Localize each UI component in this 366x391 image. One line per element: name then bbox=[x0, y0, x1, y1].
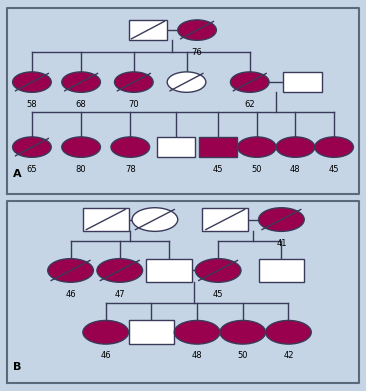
Circle shape bbox=[111, 137, 150, 157]
Text: 45: 45 bbox=[213, 165, 223, 174]
Circle shape bbox=[97, 258, 143, 282]
Circle shape bbox=[167, 72, 206, 92]
Circle shape bbox=[83, 321, 128, 344]
Bar bbox=[258, 258, 304, 282]
Circle shape bbox=[132, 208, 178, 231]
Text: B: B bbox=[12, 362, 21, 372]
Circle shape bbox=[266, 321, 311, 344]
Text: 58: 58 bbox=[27, 100, 37, 109]
Circle shape bbox=[115, 72, 153, 92]
Bar bbox=[83, 208, 128, 231]
Text: 50: 50 bbox=[238, 352, 248, 361]
Text: 80: 80 bbox=[76, 165, 86, 174]
Text: 65: 65 bbox=[27, 165, 37, 174]
Text: 42: 42 bbox=[283, 352, 294, 361]
Text: 78: 78 bbox=[125, 165, 136, 174]
Text: 46: 46 bbox=[100, 352, 111, 361]
Circle shape bbox=[220, 321, 266, 344]
Circle shape bbox=[315, 137, 354, 157]
Text: 45: 45 bbox=[213, 290, 223, 299]
Text: 45: 45 bbox=[329, 165, 339, 174]
Circle shape bbox=[178, 20, 216, 40]
Text: 62: 62 bbox=[244, 100, 255, 109]
Text: A: A bbox=[12, 169, 21, 179]
Circle shape bbox=[174, 321, 220, 344]
Text: 48: 48 bbox=[192, 352, 202, 361]
Bar bbox=[128, 321, 174, 344]
Circle shape bbox=[12, 72, 51, 92]
Circle shape bbox=[12, 137, 51, 157]
Circle shape bbox=[231, 72, 269, 92]
Bar bbox=[146, 258, 192, 282]
Text: 70: 70 bbox=[128, 100, 139, 109]
Text: 48: 48 bbox=[290, 165, 301, 174]
Circle shape bbox=[258, 208, 304, 231]
Bar bbox=[128, 20, 167, 40]
Text: 68: 68 bbox=[76, 100, 86, 109]
Circle shape bbox=[276, 137, 315, 157]
Bar bbox=[199, 137, 238, 157]
Text: 50: 50 bbox=[251, 165, 262, 174]
Circle shape bbox=[238, 137, 276, 157]
Text: 76: 76 bbox=[192, 48, 202, 57]
Text: 41: 41 bbox=[276, 239, 287, 248]
Circle shape bbox=[62, 137, 100, 157]
Circle shape bbox=[62, 72, 100, 92]
Bar bbox=[202, 208, 248, 231]
Circle shape bbox=[48, 258, 93, 282]
Circle shape bbox=[195, 258, 241, 282]
Text: 47: 47 bbox=[115, 290, 125, 299]
Bar bbox=[283, 72, 322, 92]
Text: 46: 46 bbox=[65, 290, 76, 299]
Bar bbox=[157, 137, 195, 157]
